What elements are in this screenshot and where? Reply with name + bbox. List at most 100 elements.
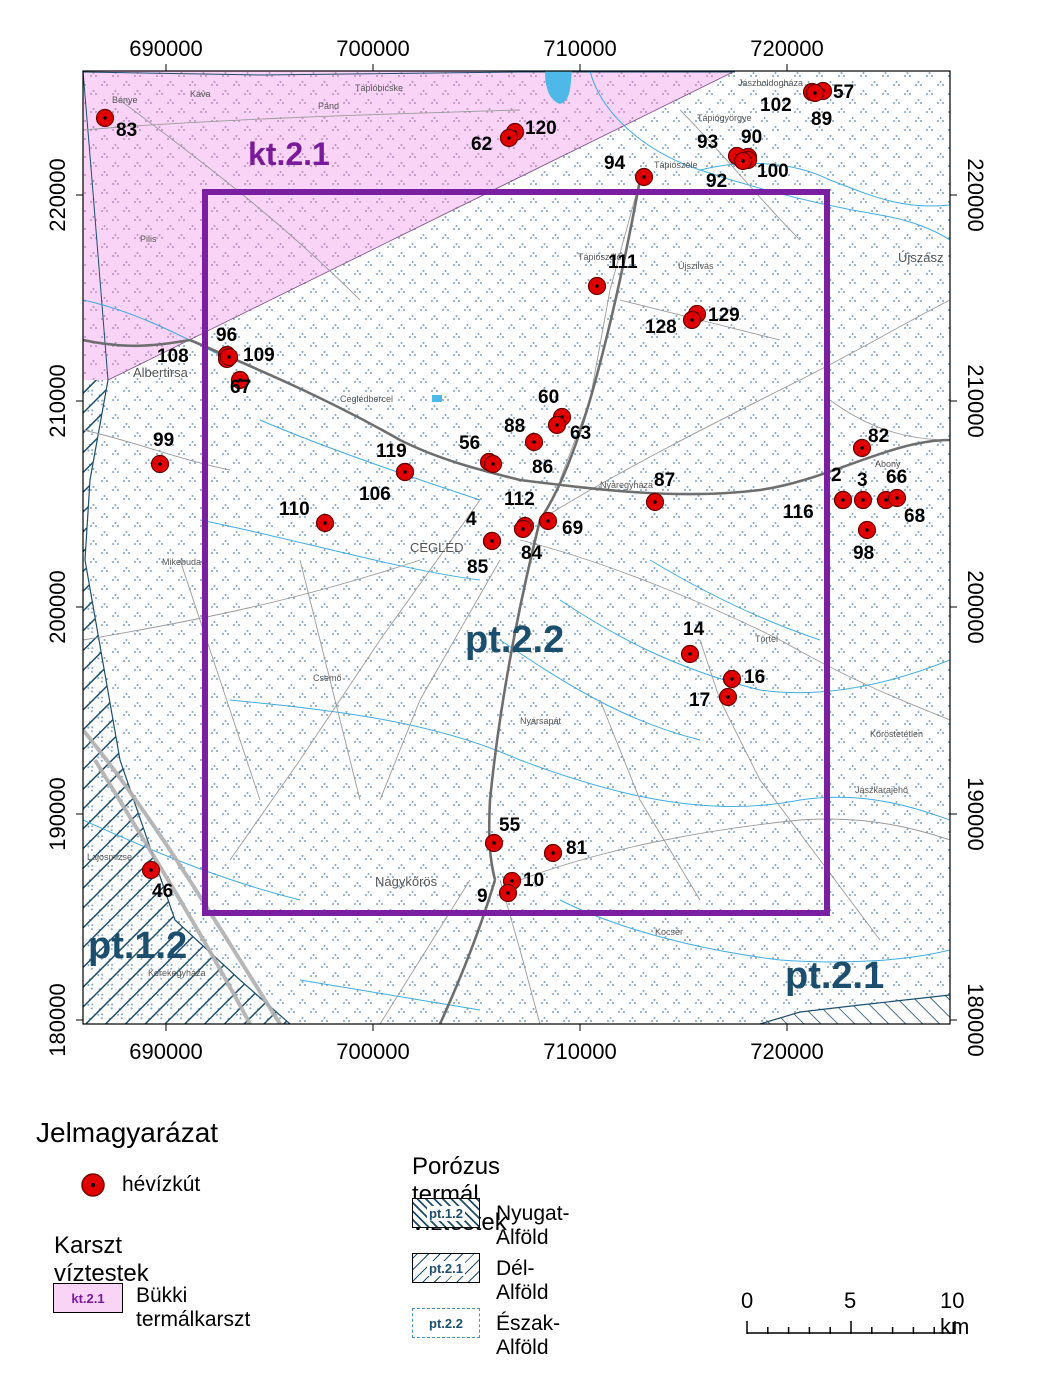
well-marker-dot [653,500,657,504]
well-marker-dot [490,539,494,543]
place-names: Bénye Káva Tápióbicske Pánd Tápiógyörgye Jász… [87,78,944,978]
well-label: 129 [708,305,740,326]
well-label: 99 [153,430,174,451]
x-axis-ticks [76,64,957,1031]
well-marker-dot [506,891,510,895]
place-label: Káva [190,89,211,99]
well-label: 68 [904,506,925,527]
well-label: 119 [376,441,407,462]
legend-karst-heading: Karszt víztestek [54,1232,149,1287]
well-marker-dot [507,136,511,140]
place-label: Tápiószőlős [578,252,627,262]
x-tick-label: 710000 [543,36,616,61]
legend-karst-label: Bükki termálkarszt [136,1284,251,1331]
well-marker-dot [510,879,514,883]
place-label: Tápiógyörgye [697,113,752,123]
well-label: 81 [566,838,588,859]
place-label: Tápiószele [654,160,698,170]
well-label: 90 [741,127,762,148]
well-label: 88 [504,416,525,437]
y-axis-right: 220000 210000 200000 190000 180000 [963,158,988,1056]
place-label: Pánd [318,101,339,111]
scale-label-10: 10 km [940,1288,970,1339]
place-label: Kocsér [655,927,683,937]
well-label: 96 [216,325,237,346]
zone-label-study: pt.2.2 [465,619,564,661]
x-tick-label: 710000 [543,1039,616,1064]
pt12-zone [83,380,290,1024]
well-marker-dot [895,496,899,500]
well-marker-dot [149,868,153,872]
x-tick-label: 720000 [750,1039,823,1064]
well-marker-dot [403,470,407,474]
x-tick-label: 700000 [336,1039,409,1064]
well-label: 62 [471,134,492,155]
karst-zone [83,71,735,380]
well-label: 17 [689,690,710,711]
well-marker-dot [865,528,869,532]
well-marker-dot [688,652,692,656]
place-label: Abony [875,459,901,469]
place-label: CEGLÉD [410,540,463,555]
y-tick-label: 200000 [963,570,988,643]
well-label: 82 [868,426,889,447]
swatch-pt21: pt.2.1 [412,1253,480,1283]
y-axis-left: 220000 210000 200000 190000 180000 [45,158,70,1056]
well-label: 46 [152,881,173,902]
pt21-zone [760,995,950,1024]
well-label: 60 [538,387,559,408]
well-label: 57 [833,82,854,103]
place-label: Csemő [313,673,342,683]
x-axis-top: 690000 700000 710000 720000 [129,36,823,61]
well-label: 128 [645,317,677,338]
well-label: 9 [477,886,488,907]
place-label: Nyáregyháza [600,480,653,490]
place-label: Kőröstetétlen [870,729,923,739]
well-label: 2 [831,465,842,486]
x-tick-label: 700000 [336,36,409,61]
well-label: 94 [604,153,626,174]
place-label: Újszász [898,250,944,265]
well-label: 100 [757,161,789,182]
zone-label-west: pt.1.2 [88,925,187,967]
y-tick-label: 190000 [963,777,988,850]
scale-label-0: 0 [741,1288,754,1313]
well-label: 67 [230,377,251,398]
x-tick-label: 690000 [129,1039,202,1064]
place-label: Pilis [140,234,157,244]
x-tick-label: 720000 [750,36,823,61]
well-label: 55 [499,815,521,836]
legend-well-label: hévízkút [122,1173,201,1196]
well-label: 110 [279,499,310,520]
well-label: 87 [654,470,675,491]
well-label: 10 [523,870,544,891]
well-label: 69 [562,518,583,539]
place-label: Törtel [755,634,778,644]
y-tick-label: 210000 [45,364,70,437]
well-label: 85 [467,557,489,578]
zone-label-south: pt.2.1 [785,955,884,997]
well-marker-dot [813,91,817,95]
x-tick-label: 690000 [129,36,202,61]
place-label: Jászkarajenő [855,785,908,795]
legend-pt22-label: Észak-Alföld [496,1312,561,1359]
study-area-box [202,189,830,916]
well-marker-dot [521,527,525,531]
well-label: 98 [853,543,874,564]
place-label: Mikebuda [162,557,201,567]
y-tick-label: 220000 [963,158,988,231]
well-symbol-icon [81,1173,105,1197]
place-label: Nyársapát [520,716,562,726]
swatch-karst: kt.2.1 [53,1283,123,1313]
well-label: 89 [811,109,832,130]
y-tick-label: 220000 [45,158,70,231]
well-marker-dot [546,519,550,523]
scale-label-5: 5 [844,1288,857,1313]
well-marker-dot [492,841,496,845]
well-label: 16 [744,667,765,688]
place-label: Nagykőrös [375,874,438,889]
well-label: 3 [857,470,868,491]
well-label: 102 [760,95,792,116]
